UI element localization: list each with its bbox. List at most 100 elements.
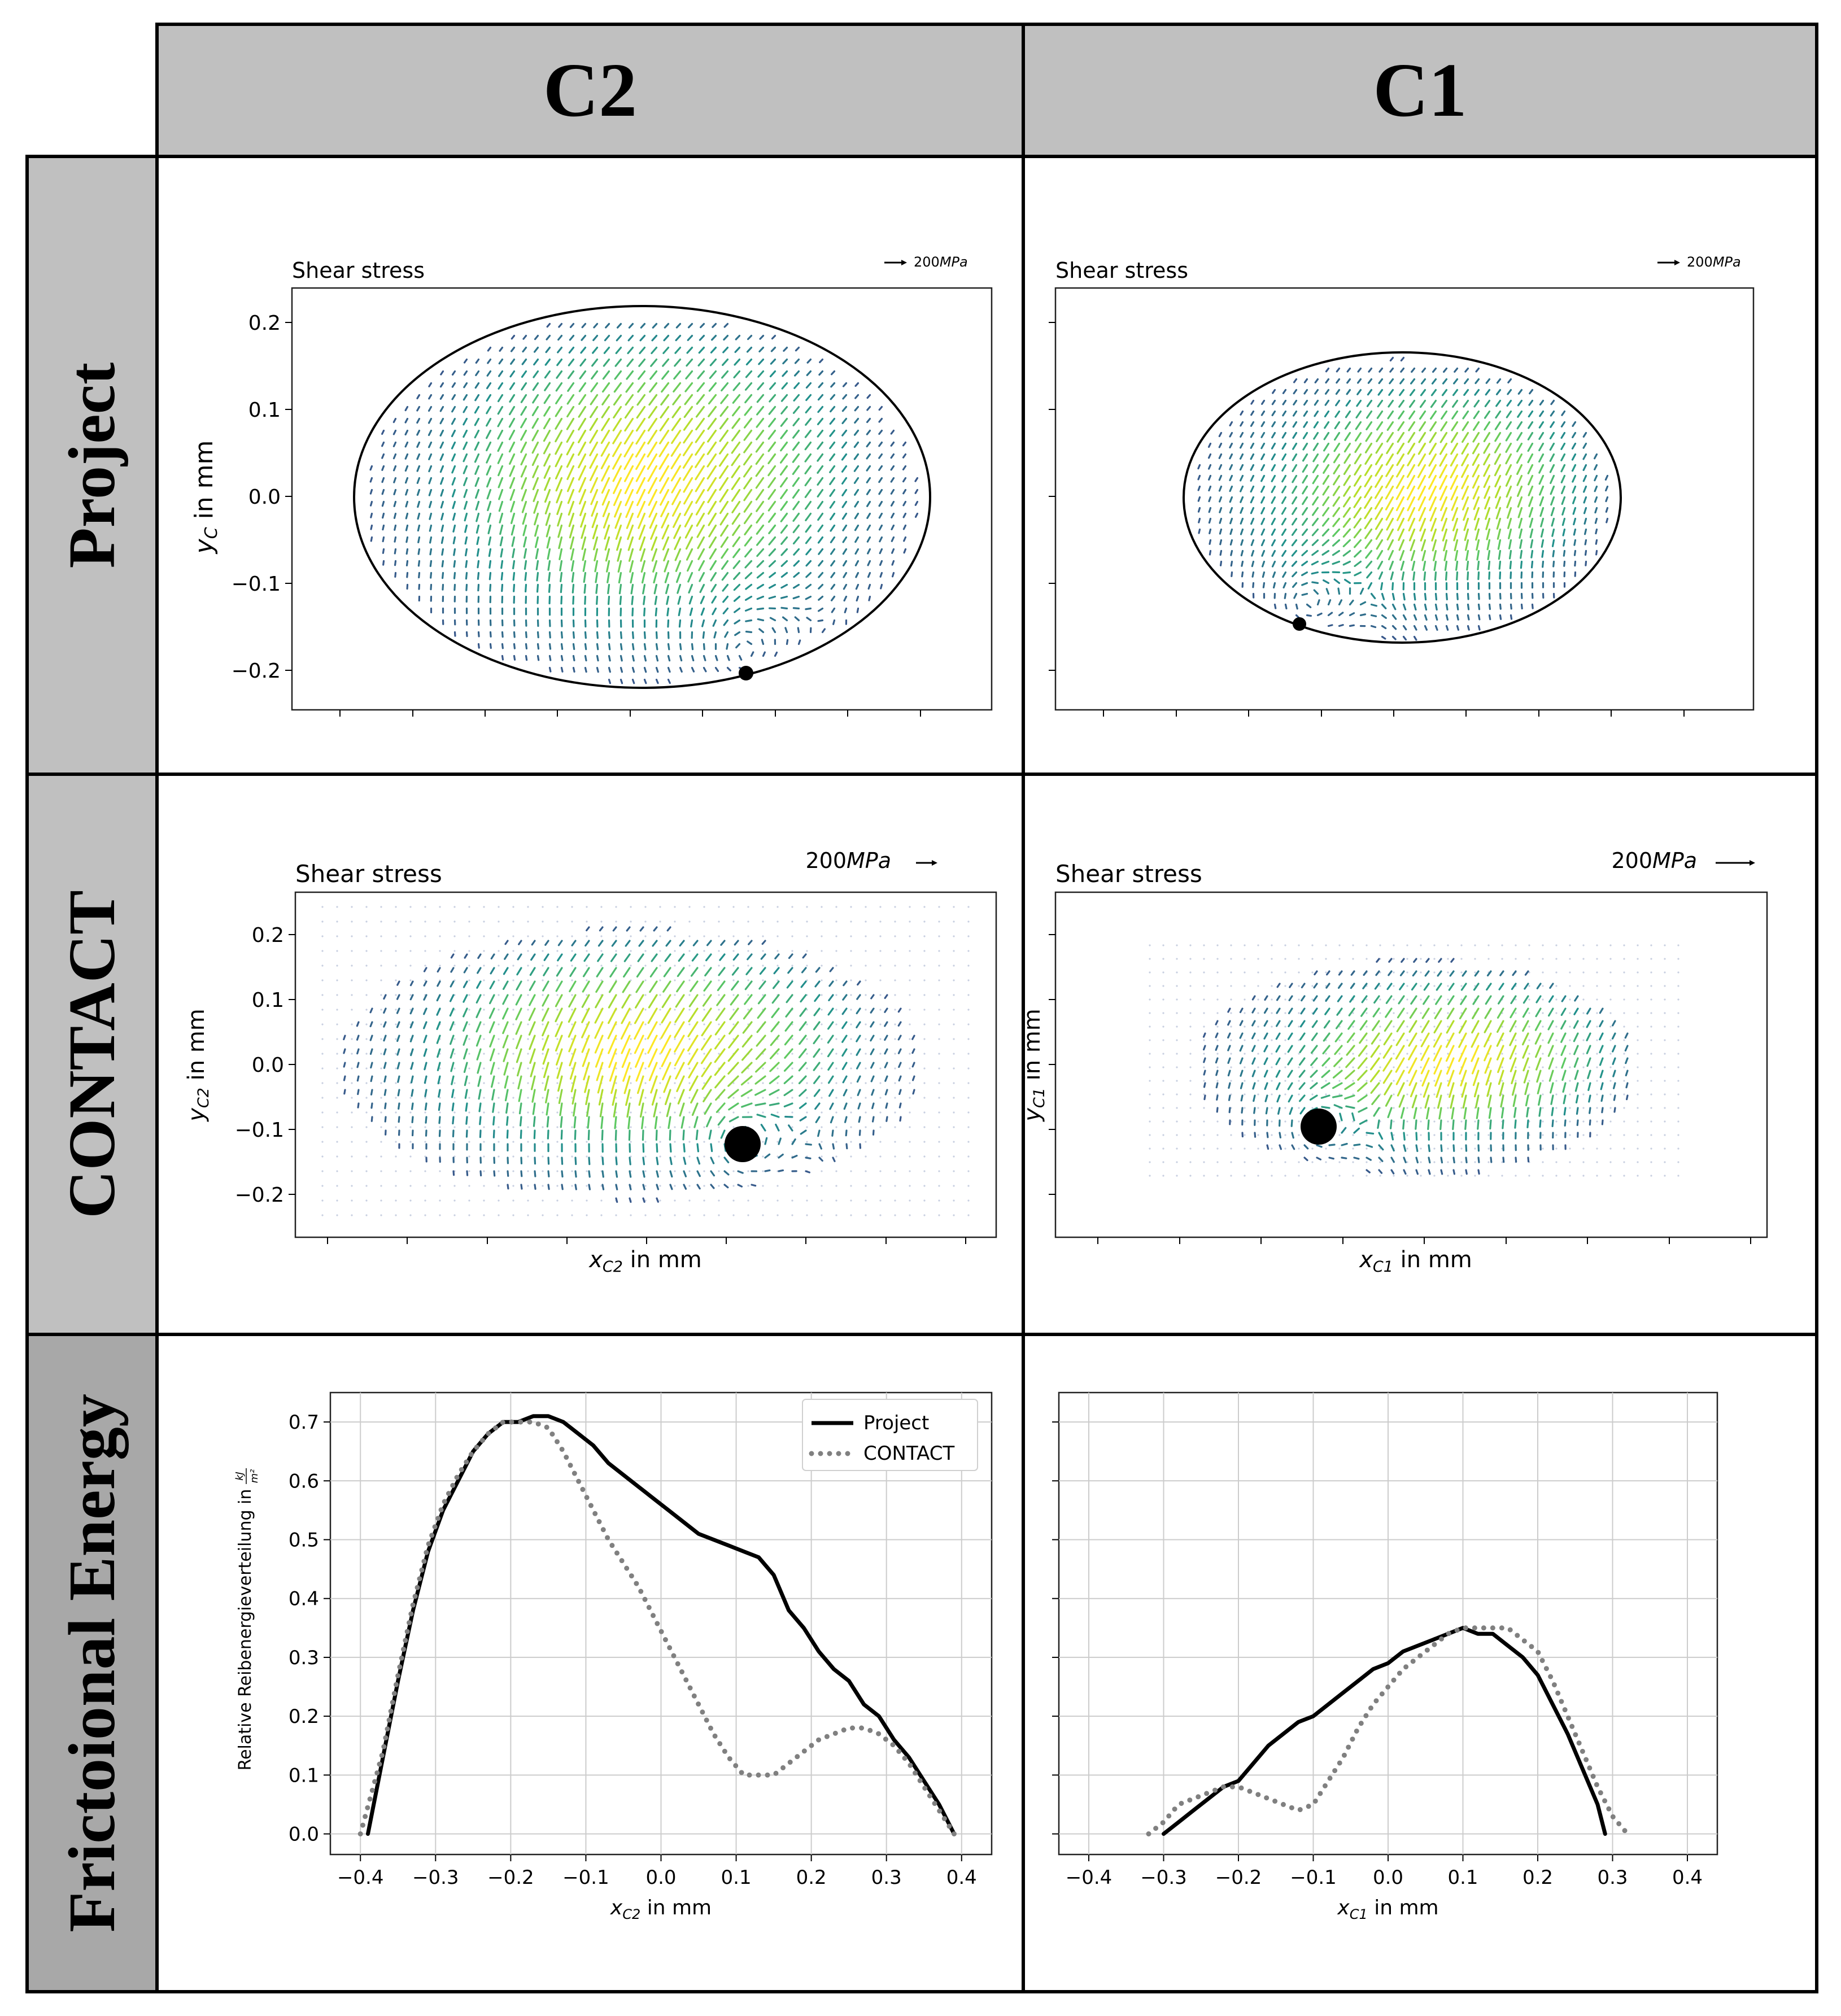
stress-arrow (623, 1075, 631, 1094)
grid-dot (630, 1097, 632, 1099)
stress-arrow (1353, 1127, 1360, 1134)
stress-arrow (429, 536, 433, 544)
stress-arrow (487, 500, 492, 512)
grid-dot (1244, 985, 1246, 987)
y-tick-label: 0.2 (252, 924, 284, 947)
grid-dot (909, 1199, 911, 1202)
stress-arrow (630, 583, 634, 595)
stress-arrow (1509, 1020, 1517, 1032)
grid-dot (1677, 1134, 1679, 1136)
x-tick-label: −0.3 (412, 1866, 459, 1889)
stress-arrow (674, 536, 682, 551)
grid-dot (718, 1038, 720, 1040)
grid-dot (409, 935, 412, 937)
grid-dot (1230, 1026, 1232, 1028)
stress-arrow (660, 394, 670, 406)
stress-arrow (650, 524, 658, 540)
stress-arrow (1302, 442, 1308, 451)
grid-dot (351, 1141, 353, 1143)
grid-dot (351, 1185, 353, 1187)
stress-arrow (721, 370, 729, 379)
stress-arrow (381, 477, 385, 483)
grid-dot (512, 1155, 514, 1158)
stress-arrow (1464, 1119, 1467, 1130)
stress-arrow (842, 548, 848, 555)
grid-dot (1609, 1161, 1612, 1163)
grid-dot (776, 1199, 779, 1202)
grid-dot (865, 1082, 867, 1084)
grid-dot (527, 994, 529, 996)
stress-arrow (491, 1089, 495, 1101)
stress-arrow (800, 1129, 807, 1135)
grid-dot (791, 950, 793, 952)
stress-arrow (1292, 582, 1298, 588)
grid-dot (1677, 1093, 1679, 1096)
stress-arrow (452, 500, 456, 509)
stress-arrow (902, 477, 907, 483)
stress-arrow (782, 370, 788, 377)
stress-arrow (1483, 464, 1491, 477)
grid-dot (336, 1023, 338, 1026)
grid-dot (909, 1082, 911, 1084)
grid-dot (1149, 1134, 1151, 1136)
stress-arrow (463, 980, 468, 988)
stress-arrow (744, 548, 753, 558)
grid-dot (600, 979, 603, 981)
stress-arrow (1528, 485, 1534, 496)
stress-arrow (569, 334, 575, 341)
panel-energy-c2: −0.4 −0.3 −0.2 −0.1 0.0 0.1 0.2 0.3 0.4 0.7 0.6 0.5… (155, 1333, 1025, 1993)
stress-arrow (830, 571, 836, 578)
grid-dot (1244, 1147, 1246, 1150)
stress-arrow (627, 1116, 631, 1129)
stress-arrow (1342, 528, 1351, 538)
grid-dot (1609, 1039, 1612, 1041)
grid-dot (483, 1126, 485, 1128)
stress-arrow (579, 358, 587, 367)
stress-arrow (1262, 582, 1266, 588)
stress-arrow (662, 536, 670, 551)
grid-dot (336, 1038, 338, 1040)
stress-arrow (1262, 571, 1266, 578)
stress-arrow (635, 417, 646, 432)
stress-arrow (1477, 1169, 1480, 1175)
grid-dot (1176, 1134, 1178, 1136)
stress-arrow (805, 560, 812, 567)
stress-arrow (1572, 507, 1577, 515)
grid-dot (644, 979, 647, 981)
grid-dot (835, 1141, 837, 1143)
stress-arrow (699, 334, 705, 341)
stress-arrow (404, 429, 409, 436)
stress-arrow (884, 1089, 888, 1096)
grid-dot (1460, 985, 1463, 987)
grid-dot (1677, 1012, 1679, 1014)
grid-dot (1284, 1175, 1286, 1177)
stress-arrow (396, 1021, 400, 1028)
stress-arrow (813, 1089, 821, 1097)
stress-arrow (614, 500, 622, 518)
stress-arrow (601, 405, 610, 418)
stress-arrow (1355, 421, 1362, 430)
stress-arrow (665, 583, 670, 595)
stress-arrow (392, 465, 397, 472)
grid-dot (483, 1141, 485, 1143)
stress-arrow (683, 429, 693, 444)
grid-dot (1609, 1012, 1612, 1014)
grid-dot (1271, 985, 1273, 987)
stress-arrow (411, 1089, 414, 1097)
grid-dot (1216, 1175, 1219, 1177)
stress-arrow (476, 536, 480, 546)
stress-arrow (1528, 399, 1534, 406)
stress-arrow (451, 382, 456, 388)
stress-arrow (1417, 453, 1426, 467)
stress-arrow (1227, 1070, 1231, 1077)
stress-arrow (691, 1102, 699, 1116)
stress-arrow (805, 571, 812, 578)
grid-dot (1284, 958, 1286, 960)
grid-dot (365, 1038, 368, 1040)
grid-dot (439, 906, 441, 908)
stress-arrow (1460, 995, 1467, 1005)
grid-dot (1650, 944, 1652, 946)
stress-arrow (557, 524, 563, 538)
grid-dot (850, 1097, 852, 1099)
stress-arrow (570, 953, 577, 962)
